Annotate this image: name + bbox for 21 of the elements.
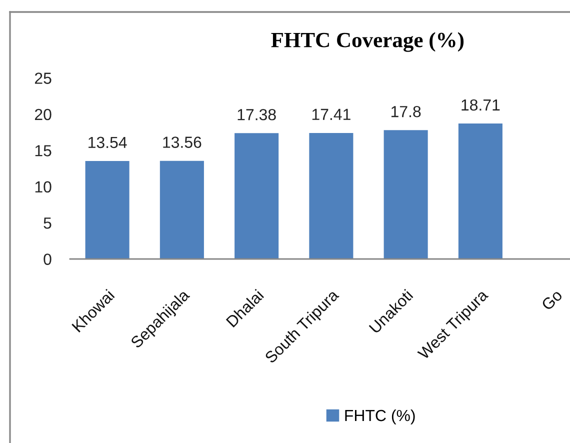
bar [85, 160, 130, 259]
bar [309, 132, 354, 259]
data-label: 13.56 [163, 136, 202, 148]
y-tick-label: 10 [35, 181, 52, 193]
data-label: 17.38 [238, 108, 276, 120]
data-label: 17.41 [312, 108, 350, 120]
y-tick-label: 0 [44, 254, 52, 265]
y-tick-label: 20 [34, 108, 52, 120]
y-tick-label: 5 [44, 218, 52, 229]
bar [160, 160, 204, 259]
data-label: 18.71 [462, 99, 500, 111]
x-tick-label: Go [540, 288, 563, 311]
y-tick-label: 25 [34, 72, 52, 84]
data-label: 13.54 [88, 136, 127, 148]
chart-title: FHTC Coverage (%) [271, 32, 464, 52]
bar [234, 133, 279, 259]
data-label: 17.8 [391, 106, 421, 118]
bar [384, 130, 428, 259]
y-tick-label: 15 [35, 145, 52, 156]
bar [458, 124, 502, 259]
legend-label: FHTC (%) [345, 409, 415, 424]
